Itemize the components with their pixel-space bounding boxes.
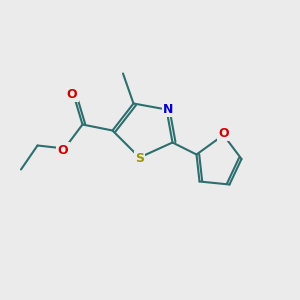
Text: O: O (218, 127, 229, 140)
Text: O: O (58, 143, 68, 157)
Text: N: N (163, 103, 173, 116)
Text: S: S (135, 152, 144, 166)
Text: O: O (67, 88, 77, 101)
